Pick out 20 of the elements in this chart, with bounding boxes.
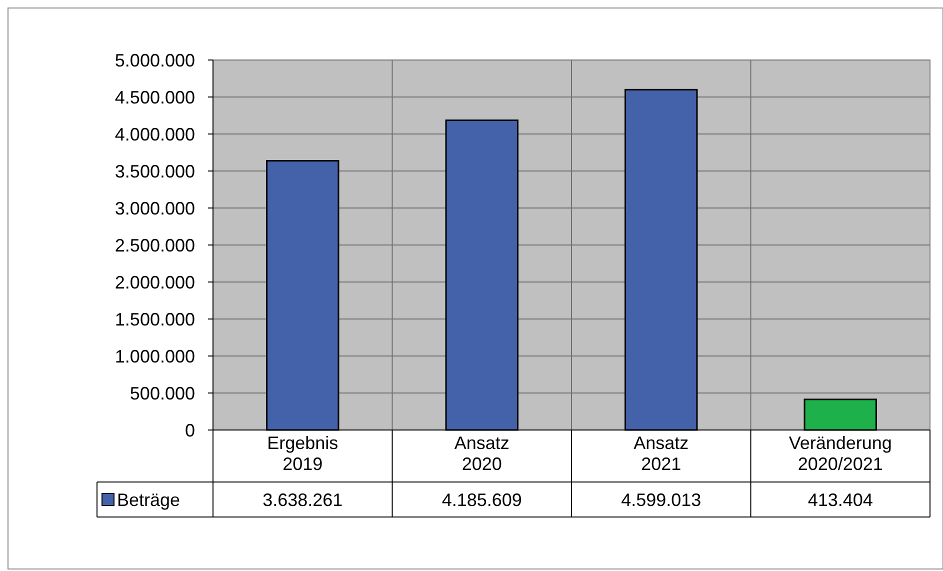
y-tick-label: 500.000	[130, 383, 195, 404]
x-tick-label: Ergebnis 2019	[267, 433, 338, 474]
data-label: 4.185.609	[442, 490, 522, 510]
y-tick-label: 1.000.000	[114, 346, 195, 366]
y-tick-label: 0	[184, 420, 195, 440]
data-label: 3.638.261	[262, 490, 343, 510]
legend-label: Beträge	[117, 490, 180, 510]
y-tick-label: 4.000.000	[114, 124, 195, 144]
y-tick-label: 2.000.000	[114, 272, 195, 292]
y-tick-label: 4.500.000	[114, 87, 195, 108]
data-label: 4.599.013	[621, 490, 702, 510]
y-tick-label: 3.500.000	[114, 161, 195, 182]
y-tick-label: 5.000.000	[114, 50, 195, 70]
x-tick-label: Ansatz 2020	[454, 433, 510, 474]
x-tick-label: Ansatz 2021	[634, 433, 689, 474]
y-tick-label: 1.500.000	[114, 309, 195, 330]
y-tick-label: 3.000.000	[114, 198, 195, 218]
data-label: 413.404	[808, 490, 873, 510]
x-tick-label: Veränderung 2020/2021	[788, 433, 892, 474]
y-tick-label: 2.500.000	[114, 235, 195, 256]
